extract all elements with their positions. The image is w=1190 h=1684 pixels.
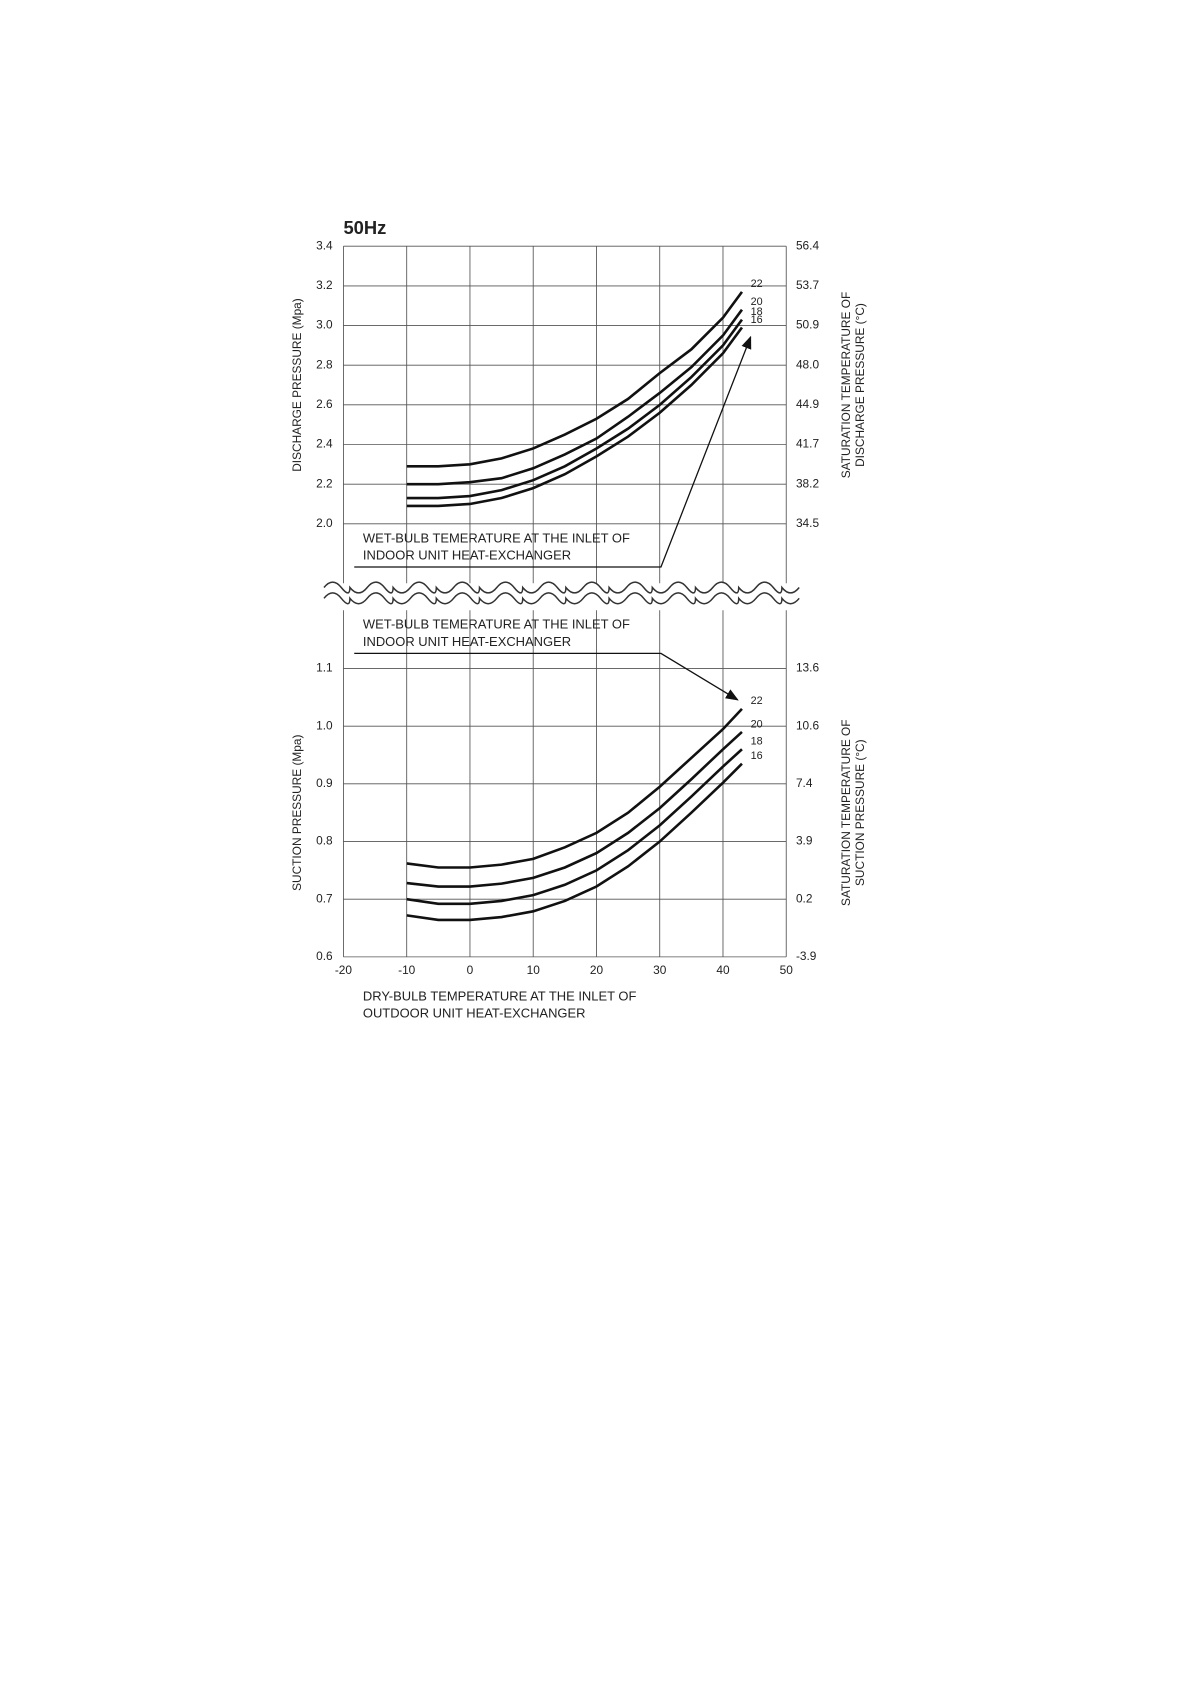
data-line <box>406 731 743 888</box>
y-tick-label: 2.4 <box>316 437 333 451</box>
y-tick-label: 3.4 <box>316 238 333 252</box>
y2-axis-label: DISCHARGE PRESSURE (°C) <box>853 303 867 467</box>
y2-tick-label: 10.6 <box>796 718 820 732</box>
y2-tick-label: 50.9 <box>796 318 820 332</box>
y-tick-label: 0.9 <box>316 776 333 790</box>
annotation: INDOOR UNIT HEAT-EXCHANGER <box>363 634 571 649</box>
y2-axis-label: SUCTION PRESSURE (°C) <box>853 739 867 886</box>
series-label: 20 <box>751 296 763 308</box>
chart-title: 50Hz <box>343 217 386 238</box>
data-line <box>406 291 744 468</box>
x-tick-label: 20 <box>590 963 604 977</box>
annotation: WET-BULB TEMERATURE AT THE INLET OF <box>363 617 630 632</box>
x-tick-label: 50 <box>780 963 794 977</box>
y-tick-label: 2.6 <box>316 397 333 411</box>
x-axis-label: OUTDOOR UNIT HEAT-EXCHANGER <box>363 1006 586 1021</box>
y2-tick-label: 7.4 <box>796 776 813 790</box>
axis-break <box>323 581 800 594</box>
axis-break <box>323 592 800 605</box>
y2-tick-label: 53.7 <box>796 278 819 292</box>
annotation: WET-BULB TEMERATURE AT THE INLET OF <box>363 530 630 545</box>
series-label: 16 <box>751 314 763 326</box>
y-tick-label: 0.6 <box>316 949 333 963</box>
y2-tick-label: 0.2 <box>796 891 813 905</box>
y-tick-label: 2.0 <box>316 516 333 530</box>
x-tick-label: 0 <box>467 963 474 977</box>
annotation-leader <box>354 335 752 568</box>
y-axis-label: DISCHARGE PRESSURE (Mpa) <box>290 298 304 472</box>
data-line <box>406 318 744 500</box>
annotation-leader <box>354 652 739 701</box>
y2-tick-label: 38.2 <box>796 476 819 490</box>
y2-tick-label: 3.9 <box>796 834 813 848</box>
y-tick-label: 3.2 <box>316 278 333 292</box>
y-tick-label: 2.2 <box>316 476 333 490</box>
y2-tick-label: 48.0 <box>796 357 820 371</box>
data-line <box>406 748 743 906</box>
y2-tick-label: -3.9 <box>796 949 817 963</box>
x-tick-label: -10 <box>398 963 416 977</box>
x-tick-label: -20 <box>335 963 353 977</box>
y2-axis-label: SATURATION TEMPERATURE OF <box>839 292 853 479</box>
y-tick-label: 2.8 <box>316 357 333 371</box>
data-line <box>406 762 743 922</box>
series-label: 20 <box>751 718 763 730</box>
series-label: 16 <box>751 750 763 762</box>
data-line <box>406 308 744 486</box>
series-label: 18 <box>751 736 763 748</box>
x-tick-label: 10 <box>527 963 541 977</box>
y-tick-label: 3.0 <box>316 318 333 332</box>
chart-area: 3.4 3.2 3.0 2.8 2.6 2.4 2.2 2.0 56.4 53.7 50.9 48.0… <box>290 217 867 1021</box>
y2-tick-label: 13.6 <box>796 661 820 675</box>
series-label: 22 <box>751 695 763 707</box>
data-line <box>406 708 743 869</box>
y-tick-label: 0.8 <box>316 834 333 848</box>
y2-tick-label: 44.9 <box>796 397 820 411</box>
y-tick-label: 1.0 <box>316 718 333 732</box>
y-tick-label: 0.7 <box>316 891 333 905</box>
annotation: INDOOR UNIT HEAT-EXCHANGER <box>363 548 571 563</box>
x-tick-label: 40 <box>716 963 730 977</box>
y2-tick-label: 41.7 <box>796 437 819 451</box>
series-label: 18 <box>751 306 763 318</box>
y-axis-label: SUCTION PRESSURE (Mpa) <box>290 734 304 890</box>
y2-tick-label: 34.5 <box>796 516 820 530</box>
series-label: 22 <box>751 278 763 290</box>
data-line <box>406 326 744 508</box>
x-axis-label: DRY-BULB TEMPERATURE AT THE INLET OF <box>363 988 637 1003</box>
y2-axis-label: SATURATION TEMPERATURE OF <box>839 719 853 906</box>
x-tick-label: 30 <box>653 963 667 977</box>
y2-tick-label: 56.4 <box>796 238 820 252</box>
y-tick-label: 1.1 <box>316 661 333 675</box>
